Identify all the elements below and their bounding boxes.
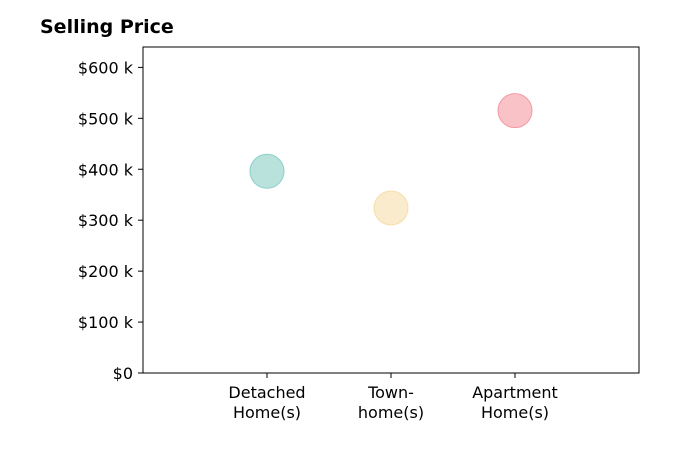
y-tick-label: $200 k	[78, 262, 134, 281]
x-tick-label: Apartment Home(s)	[472, 383, 558, 422]
x-tick-label-line: Town-	[367, 383, 414, 402]
y-tick-label: $0	[113, 364, 133, 383]
x-tick-label-line: Apartment	[472, 383, 558, 402]
x-axis: Detached Home(s)Town-home(s)Apartment Home…	[228, 373, 558, 422]
data-point	[249, 153, 285, 189]
chart-title: Selling Price	[40, 16, 174, 38]
x-tick-label-line: Home(s)	[233, 403, 301, 422]
x-tick-label-line: Home(s)	[481, 403, 549, 422]
data-point	[497, 93, 533, 129]
y-axis: $0 $100 k $200 k $300 k $400 k $500 k $600 k	[78, 58, 143, 383]
y-tick-label: $100 k	[78, 313, 134, 332]
x-tick-label: Town-home(s)	[358, 383, 424, 422]
data-points	[249, 93, 533, 226]
y-tick-label: $400 k	[78, 160, 134, 179]
y-tick-label: $600 k	[78, 58, 134, 77]
x-tick-label-line: home(s)	[358, 403, 424, 422]
y-tick-label: $500 k	[78, 109, 134, 128]
y-tick-label: $300 k	[78, 211, 134, 230]
x-tick-label-line: Detached	[228, 383, 305, 402]
x-tick-label: Detached Home(s)	[228, 383, 305, 422]
data-point	[373, 190, 409, 226]
